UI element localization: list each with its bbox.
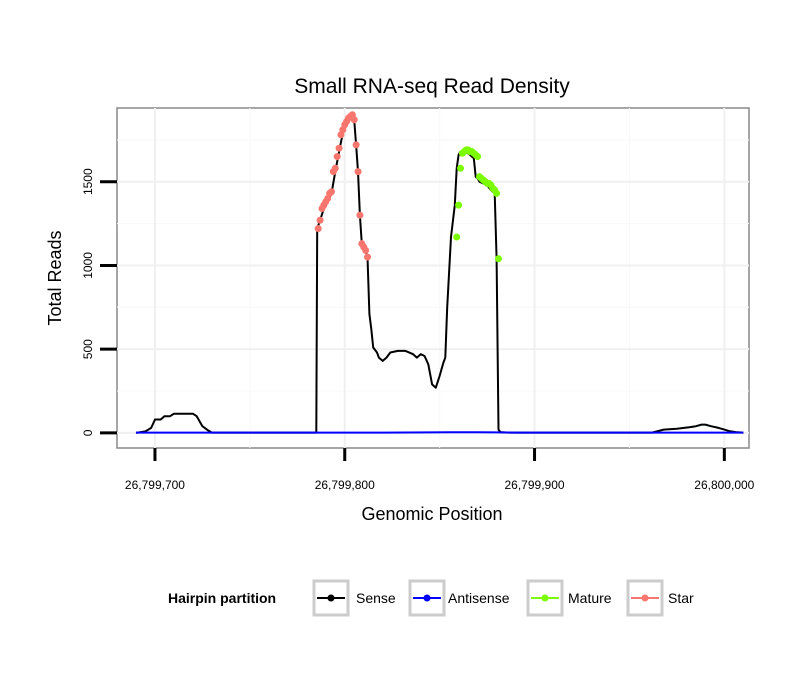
axes: 26,799,700 26,799,800 26,799,900 26,800,000… [81, 168, 755, 492]
data-point-star [333, 153, 341, 161]
data-point-star [354, 168, 362, 176]
y-tick-label: 0 [81, 429, 95, 436]
data-point-mature [494, 255, 502, 263]
legend-marker-sense [327, 594, 335, 602]
data-point-star [331, 164, 339, 172]
data-point-star [350, 116, 358, 124]
legend-marker-star [641, 594, 649, 602]
data-point-mature [453, 233, 461, 241]
data-point-mature [493, 189, 501, 197]
plot-panel [116, 107, 750, 449]
data-point-star [335, 144, 343, 152]
y-axis-title: Total Reads [45, 230, 65, 325]
data-point-star [364, 253, 372, 261]
data-point-mature [457, 164, 465, 172]
series-layer [135, 113, 744, 434]
legend-label-sense: Sense [356, 590, 396, 606]
marker-layer [314, 111, 502, 263]
x-axis-title: Genomic Position [361, 504, 502, 524]
data-point-star [352, 141, 360, 149]
data-point-mature [455, 201, 463, 209]
data-point-star [356, 211, 364, 219]
x-tick-label: 26,799,900 [505, 478, 565, 492]
legend-title: Hairpin partition [168, 590, 276, 606]
legend-label-antisense: Antisense [448, 590, 510, 606]
x-tick-label: 26,799,700 [125, 478, 185, 492]
legend-marker-mature [541, 594, 549, 602]
x-tick-label: 26,799,800 [315, 478, 375, 492]
y-tick-label: 1500 [81, 168, 95, 195]
y-tick-label: 500 [81, 339, 95, 359]
data-point-star [314, 225, 322, 233]
data-point-star [316, 216, 324, 224]
legend-label-star: Star [668, 590, 694, 606]
data-point-star [327, 188, 335, 196]
legend: Hairpin partition Sense Antisense Mature St… [168, 579, 694, 617]
legend-marker-antisense [423, 594, 431, 602]
y-tick-label: 1000 [81, 252, 95, 279]
chart-title: Small RNA-seq Read Density [294, 75, 570, 98]
data-point-star [362, 246, 370, 254]
data-point-mature [474, 153, 482, 161]
legend-label-mature: Mature [568, 590, 612, 606]
x-tick-label: 26,800,000 [694, 478, 754, 492]
